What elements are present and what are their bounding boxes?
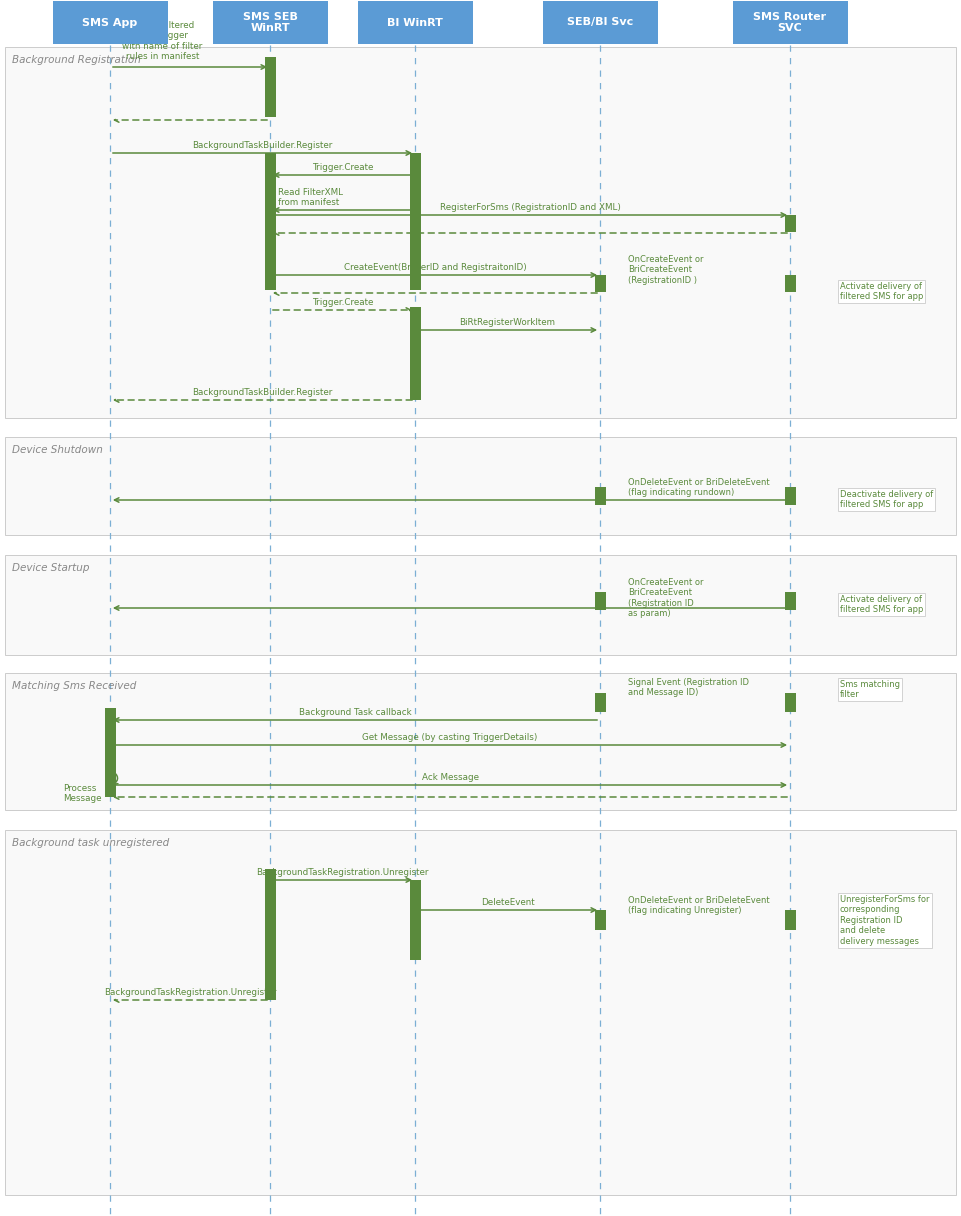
FancyBboxPatch shape — [53, 1, 167, 44]
FancyBboxPatch shape — [5, 437, 956, 535]
Text: OnDeleteEvent or BriDeleteEvent
(flag indicating Unregister): OnDeleteEvent or BriDeleteEvent (flag in… — [628, 896, 770, 916]
FancyBboxPatch shape — [784, 275, 796, 292]
FancyBboxPatch shape — [409, 153, 421, 289]
Text: UnregisterForSms for
corresponding
Registration ID
and delete
delivery messages: UnregisterForSms for corresponding Regis… — [840, 895, 929, 946]
FancyBboxPatch shape — [5, 554, 956, 655]
FancyBboxPatch shape — [264, 869, 276, 1000]
FancyBboxPatch shape — [595, 275, 605, 292]
FancyBboxPatch shape — [5, 672, 956, 810]
Text: OnDeleteEvent or BriDeleteEvent
(flag indicating rundown): OnDeleteEvent or BriDeleteEvent (flag in… — [628, 478, 770, 497]
Text: Trigger.Create: Trigger.Create — [311, 298, 373, 306]
Text: DeleteEvent: DeleteEvent — [480, 897, 534, 907]
Text: Signal Event (Registration ID
and Message ID): Signal Event (Registration ID and Messag… — [628, 679, 749, 698]
FancyBboxPatch shape — [784, 215, 796, 232]
Text: Activate delivery of
filtered SMS for app: Activate delivery of filtered SMS for ap… — [840, 282, 924, 302]
FancyBboxPatch shape — [784, 693, 796, 713]
Text: Device Shutdown: Device Shutdown — [12, 445, 103, 455]
Text: BackgroundTaskBuilder.Register: BackgroundTaskBuilder.Register — [192, 141, 333, 150]
Text: BiRtRegisterWorkItem: BiRtRegisterWorkItem — [459, 319, 555, 327]
Text: Background Registration: Background Registration — [12, 55, 141, 64]
Text: SMS SEB
WinRT: SMS SEB WinRT — [242, 12, 298, 33]
Text: SMS Router
SVC: SMS Router SVC — [753, 12, 826, 33]
Text: Activate delivery of
filtered SMS for app: Activate delivery of filtered SMS for ap… — [840, 595, 924, 614]
Text: Trigger.Create: Trigger.Create — [311, 163, 373, 171]
FancyBboxPatch shape — [595, 693, 605, 713]
Text: Create Filtered
SMS Trigger
with name of filter
rules in manifest: Create Filtered SMS Trigger with name of… — [122, 21, 203, 61]
FancyBboxPatch shape — [212, 1, 328, 44]
Text: SMS App: SMS App — [83, 17, 137, 28]
Text: CreateEvent(BrokerID and RegistraitonID): CreateEvent(BrokerID and RegistraitonID) — [344, 263, 527, 272]
Text: Read FilterXML
from manifest: Read FilterXML from manifest — [278, 187, 343, 207]
FancyBboxPatch shape — [732, 1, 848, 44]
Text: BackgroundTaskRegistration.Unregister: BackgroundTaskRegistration.Unregister — [104, 987, 276, 997]
Text: BI WinRT: BI WinRT — [387, 17, 443, 28]
FancyBboxPatch shape — [264, 153, 276, 289]
FancyBboxPatch shape — [784, 910, 796, 930]
FancyBboxPatch shape — [784, 592, 796, 610]
Text: Background Task callback: Background Task callback — [299, 708, 411, 717]
FancyBboxPatch shape — [595, 592, 605, 610]
FancyBboxPatch shape — [105, 708, 115, 796]
Text: BackgroundTaskBuilder.Register: BackgroundTaskBuilder.Register — [192, 388, 333, 396]
FancyBboxPatch shape — [409, 306, 421, 400]
Text: Deactivate delivery of
filtered SMS for app: Deactivate delivery of filtered SMS for … — [840, 490, 933, 510]
FancyBboxPatch shape — [543, 1, 657, 44]
Text: OnCreateEvent or
BriCreateEvent
(RegistrationID ): OnCreateEvent or BriCreateEvent (Registr… — [628, 255, 703, 285]
FancyBboxPatch shape — [595, 486, 605, 505]
Text: Ack Message: Ack Message — [422, 773, 479, 782]
FancyBboxPatch shape — [264, 57, 276, 117]
FancyBboxPatch shape — [784, 486, 796, 505]
Text: BackgroundTaskRegistration.Unregister: BackgroundTaskRegistration.Unregister — [257, 868, 429, 877]
Text: Process
Message: Process Message — [63, 784, 102, 804]
Text: SEB/BI Svc: SEB/BI Svc — [567, 17, 633, 28]
Text: OnCreateEvent or
BriCreateEvent
(Registration ID
as param): OnCreateEvent or BriCreateEvent (Registr… — [628, 578, 703, 618]
Text: Get Message (by casting TriggerDetails): Get Message (by casting TriggerDetails) — [362, 733, 538, 742]
FancyBboxPatch shape — [595, 910, 605, 930]
Text: Sms matching
filter: Sms matching filter — [840, 680, 900, 699]
FancyBboxPatch shape — [5, 47, 956, 418]
Text: Background task unregistered: Background task unregistered — [12, 838, 169, 848]
FancyBboxPatch shape — [409, 880, 421, 959]
Text: Matching Sms Received: Matching Sms Received — [12, 681, 136, 691]
Text: RegisterForSms (RegistrationID and XML): RegisterForSms (RegistrationID and XML) — [439, 203, 621, 212]
FancyBboxPatch shape — [5, 831, 956, 1195]
Text: Device Startup: Device Startup — [12, 563, 89, 573]
FancyBboxPatch shape — [357, 1, 473, 44]
